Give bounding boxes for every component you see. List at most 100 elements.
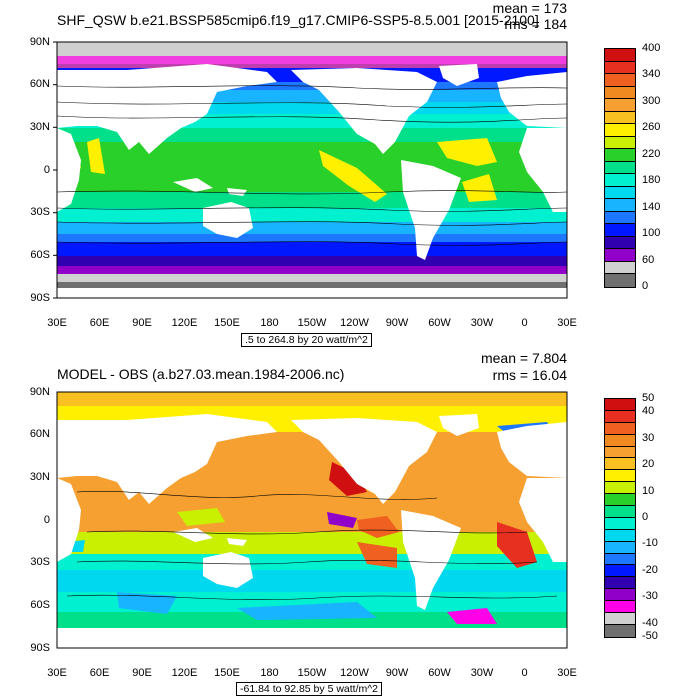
panel2-ytick: 30N: [29, 471, 50, 483]
colorbar-cell: [605, 446, 635, 459]
colorbar-cell: [605, 224, 635, 237]
panel2-ytick: 90N: [29, 386, 50, 398]
panel2-ytick: 60N: [29, 428, 50, 440]
panel2-xtick: 30E: [47, 667, 67, 679]
panel1-ytick: 60S: [30, 249, 50, 261]
colorbar-label: 300: [642, 94, 661, 107]
colorbar-cell: [605, 434, 635, 447]
colorbar-cell: [605, 86, 635, 100]
panel2-xtick: 150W: [297, 667, 327, 679]
colorbar-label: 10: [642, 484, 655, 497]
panel1-xtick: 30E: [557, 317, 577, 329]
panel1-xtick: 120W: [340, 317, 369, 329]
panel2-xtick: 60E: [89, 667, 110, 679]
colorbar-label: 50: [642, 392, 655, 404]
colorbar-label: -40: [642, 616, 658, 629]
panel1-xtick: 60W: [428, 317, 451, 329]
panel2-ytick: 60S: [30, 599, 50, 611]
colorbar-cell: [605, 553, 635, 566]
colorbar-cell: [605, 124, 635, 137]
colorbar-cell: [605, 249, 635, 262]
colorbar-label: 30: [642, 431, 655, 444]
colorbar-label: -30: [642, 590, 658, 603]
colorbar-cell: [605, 494, 635, 507]
panel2-ytick: 90S: [30, 642, 50, 654]
panel2-title: MODEL - OBS (a.b27.03.mean.1984-2006.nc): [57, 366, 345, 382]
panel2-xtick: 60W: [428, 667, 451, 679]
colorbar-cell: [605, 399, 635, 411]
panel1-ytick: 90N: [29, 36, 50, 48]
colorbar-cell: [605, 410, 635, 423]
panel1-rms: rms = 184: [504, 16, 567, 32]
colorbar-cell: [605, 624, 635, 637]
panel1-ytick: 0: [43, 164, 50, 176]
panel2-caption: -61.84 to 92.85 by 5 watt/m^2: [236, 682, 383, 696]
panel1-ytick: 30N: [29, 121, 50, 133]
panel1-mean: mean = 173: [492, 0, 567, 16]
panel1-xtick: 30E: [47, 317, 67, 329]
colorbar-cell: [605, 174, 635, 187]
panel2-xtick: 90E: [132, 667, 152, 679]
colorbar-cell: [605, 61, 635, 75]
panel1-ytick: 60N: [29, 78, 50, 90]
colorbar-label: 400: [642, 42, 661, 54]
colorbar-label: -50: [642, 630, 658, 642]
panel1-xtick: 90E: [132, 317, 152, 329]
colorbar-label: 220: [642, 147, 661, 160]
colorbar-cell: [605, 49, 635, 62]
colorbar-cell: [605, 422, 635, 435]
colorbar-cell: [605, 529, 635, 542]
colorbar-label: 180: [642, 174, 661, 187]
panel1-xtick: 120E: [171, 317, 198, 329]
colorbar-cell: [605, 186, 635, 200]
panel1-xtick: 150W: [297, 317, 327, 329]
colorbar-cell: [605, 261, 635, 275]
colorbar-label: 0: [642, 280, 649, 292]
panel2-xtick: 30W: [470, 667, 494, 679]
panel2-colorbar: [604, 398, 636, 638]
panel2-ytick: 30S: [30, 556, 50, 568]
colorbar-cell: [605, 541, 635, 554]
panel1-caption: .5 to 264.8 by 20 watt/m^2: [241, 333, 372, 347]
colorbar-cell: [605, 199, 635, 212]
panel1-xtick: 90W: [385, 317, 409, 329]
panel2-xtick: 0: [521, 667, 528, 679]
colorbar-cell: [605, 565, 635, 578]
colorbar-cell: [605, 458, 635, 471]
colorbar-cell: [605, 274, 635, 287]
panel1-xtick: 0: [521, 317, 528, 329]
panel1-ytick: 30S: [30, 206, 50, 218]
colorbar-cell: [605, 589, 635, 602]
colorbar-label: 60: [642, 253, 655, 266]
colorbar-cell: [605, 506, 635, 518]
panel1-colorbar: [604, 48, 636, 288]
panel2-map: [56, 391, 568, 649]
colorbar-cell: [605, 470, 635, 483]
colorbar-cell: [605, 482, 635, 495]
colorbar-label: 260: [642, 121, 661, 134]
colorbar-cell: [605, 111, 635, 125]
colorbar-cell: [605, 601, 635, 614]
panel1-xtick: 180: [260, 317, 279, 329]
colorbar-cell: [605, 613, 635, 625]
colorbar-cell: [605, 136, 635, 150]
colorbar-label: 140: [642, 200, 661, 213]
colorbar-label: 20: [642, 458, 655, 471]
colorbar-cell: [605, 517, 635, 530]
panel1-ytick: 90S: [30, 292, 50, 304]
panel2-ytick: 0: [43, 514, 50, 526]
panel1-map: [53, 41, 568, 299]
colorbar-cell: [605, 161, 635, 175]
colorbar-cell: [605, 74, 635, 87]
colorbar-cell: [605, 99, 635, 112]
panel2-xtick: 180: [260, 667, 279, 679]
panel2-xtick: 120E: [171, 667, 198, 679]
panel2-xtick: 120W: [340, 667, 369, 679]
panel2-rms: rms = 16.04: [492, 367, 567, 383]
colorbar-label: 40: [642, 405, 655, 418]
colorbar-cell: [605, 211, 635, 225]
panel2-xtick: 150E: [214, 667, 240, 679]
colorbar-cell: [605, 149, 635, 162]
colorbar-cell: [605, 577, 635, 590]
colorbar-label: -10: [642, 537, 658, 550]
